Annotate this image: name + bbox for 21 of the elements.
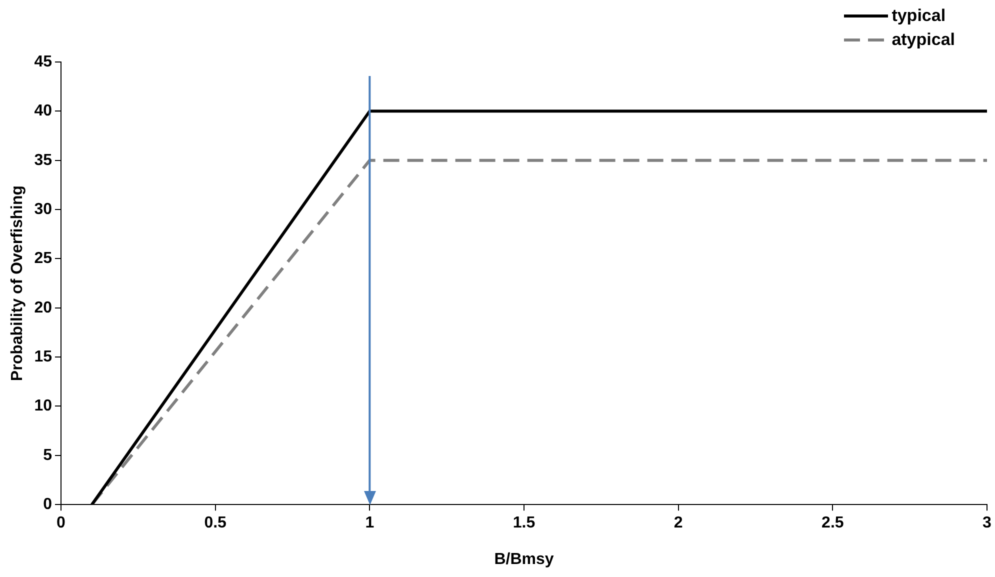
y-tick-label: 15: [34, 348, 52, 366]
x-axis-title: B/Bmsy: [494, 550, 554, 568]
y-tick-label: 40: [34, 102, 52, 120]
legend-label: typical: [892, 6, 946, 26]
y-tick-label: 25: [34, 250, 52, 268]
x-tick-label: 1: [365, 514, 374, 532]
y-tick-label: 35: [34, 152, 52, 169]
y-tick-label: 30: [34, 200, 52, 218]
y-tick-label: 0: [43, 496, 52, 514]
x-tick-label: 3: [982, 514, 992, 532]
x-tick-label: 2: [674, 514, 683, 532]
y-tick-label: 10: [34, 398, 52, 415]
y-tick-label: 5: [43, 446, 52, 464]
x-tick-label: 0.5: [204, 514, 227, 532]
legend-label: atypical: [892, 30, 955, 50]
x-tick-label: 0: [56, 514, 66, 532]
y-tick-label: 45: [34, 53, 52, 70]
y-tick-label: 20: [34, 299, 52, 316]
y-axis-title: Probability of Overfishing: [9, 186, 26, 382]
x-tick-label: 1.5: [512, 514, 536, 532]
x-tick-label: 2.5: [822, 514, 844, 532]
